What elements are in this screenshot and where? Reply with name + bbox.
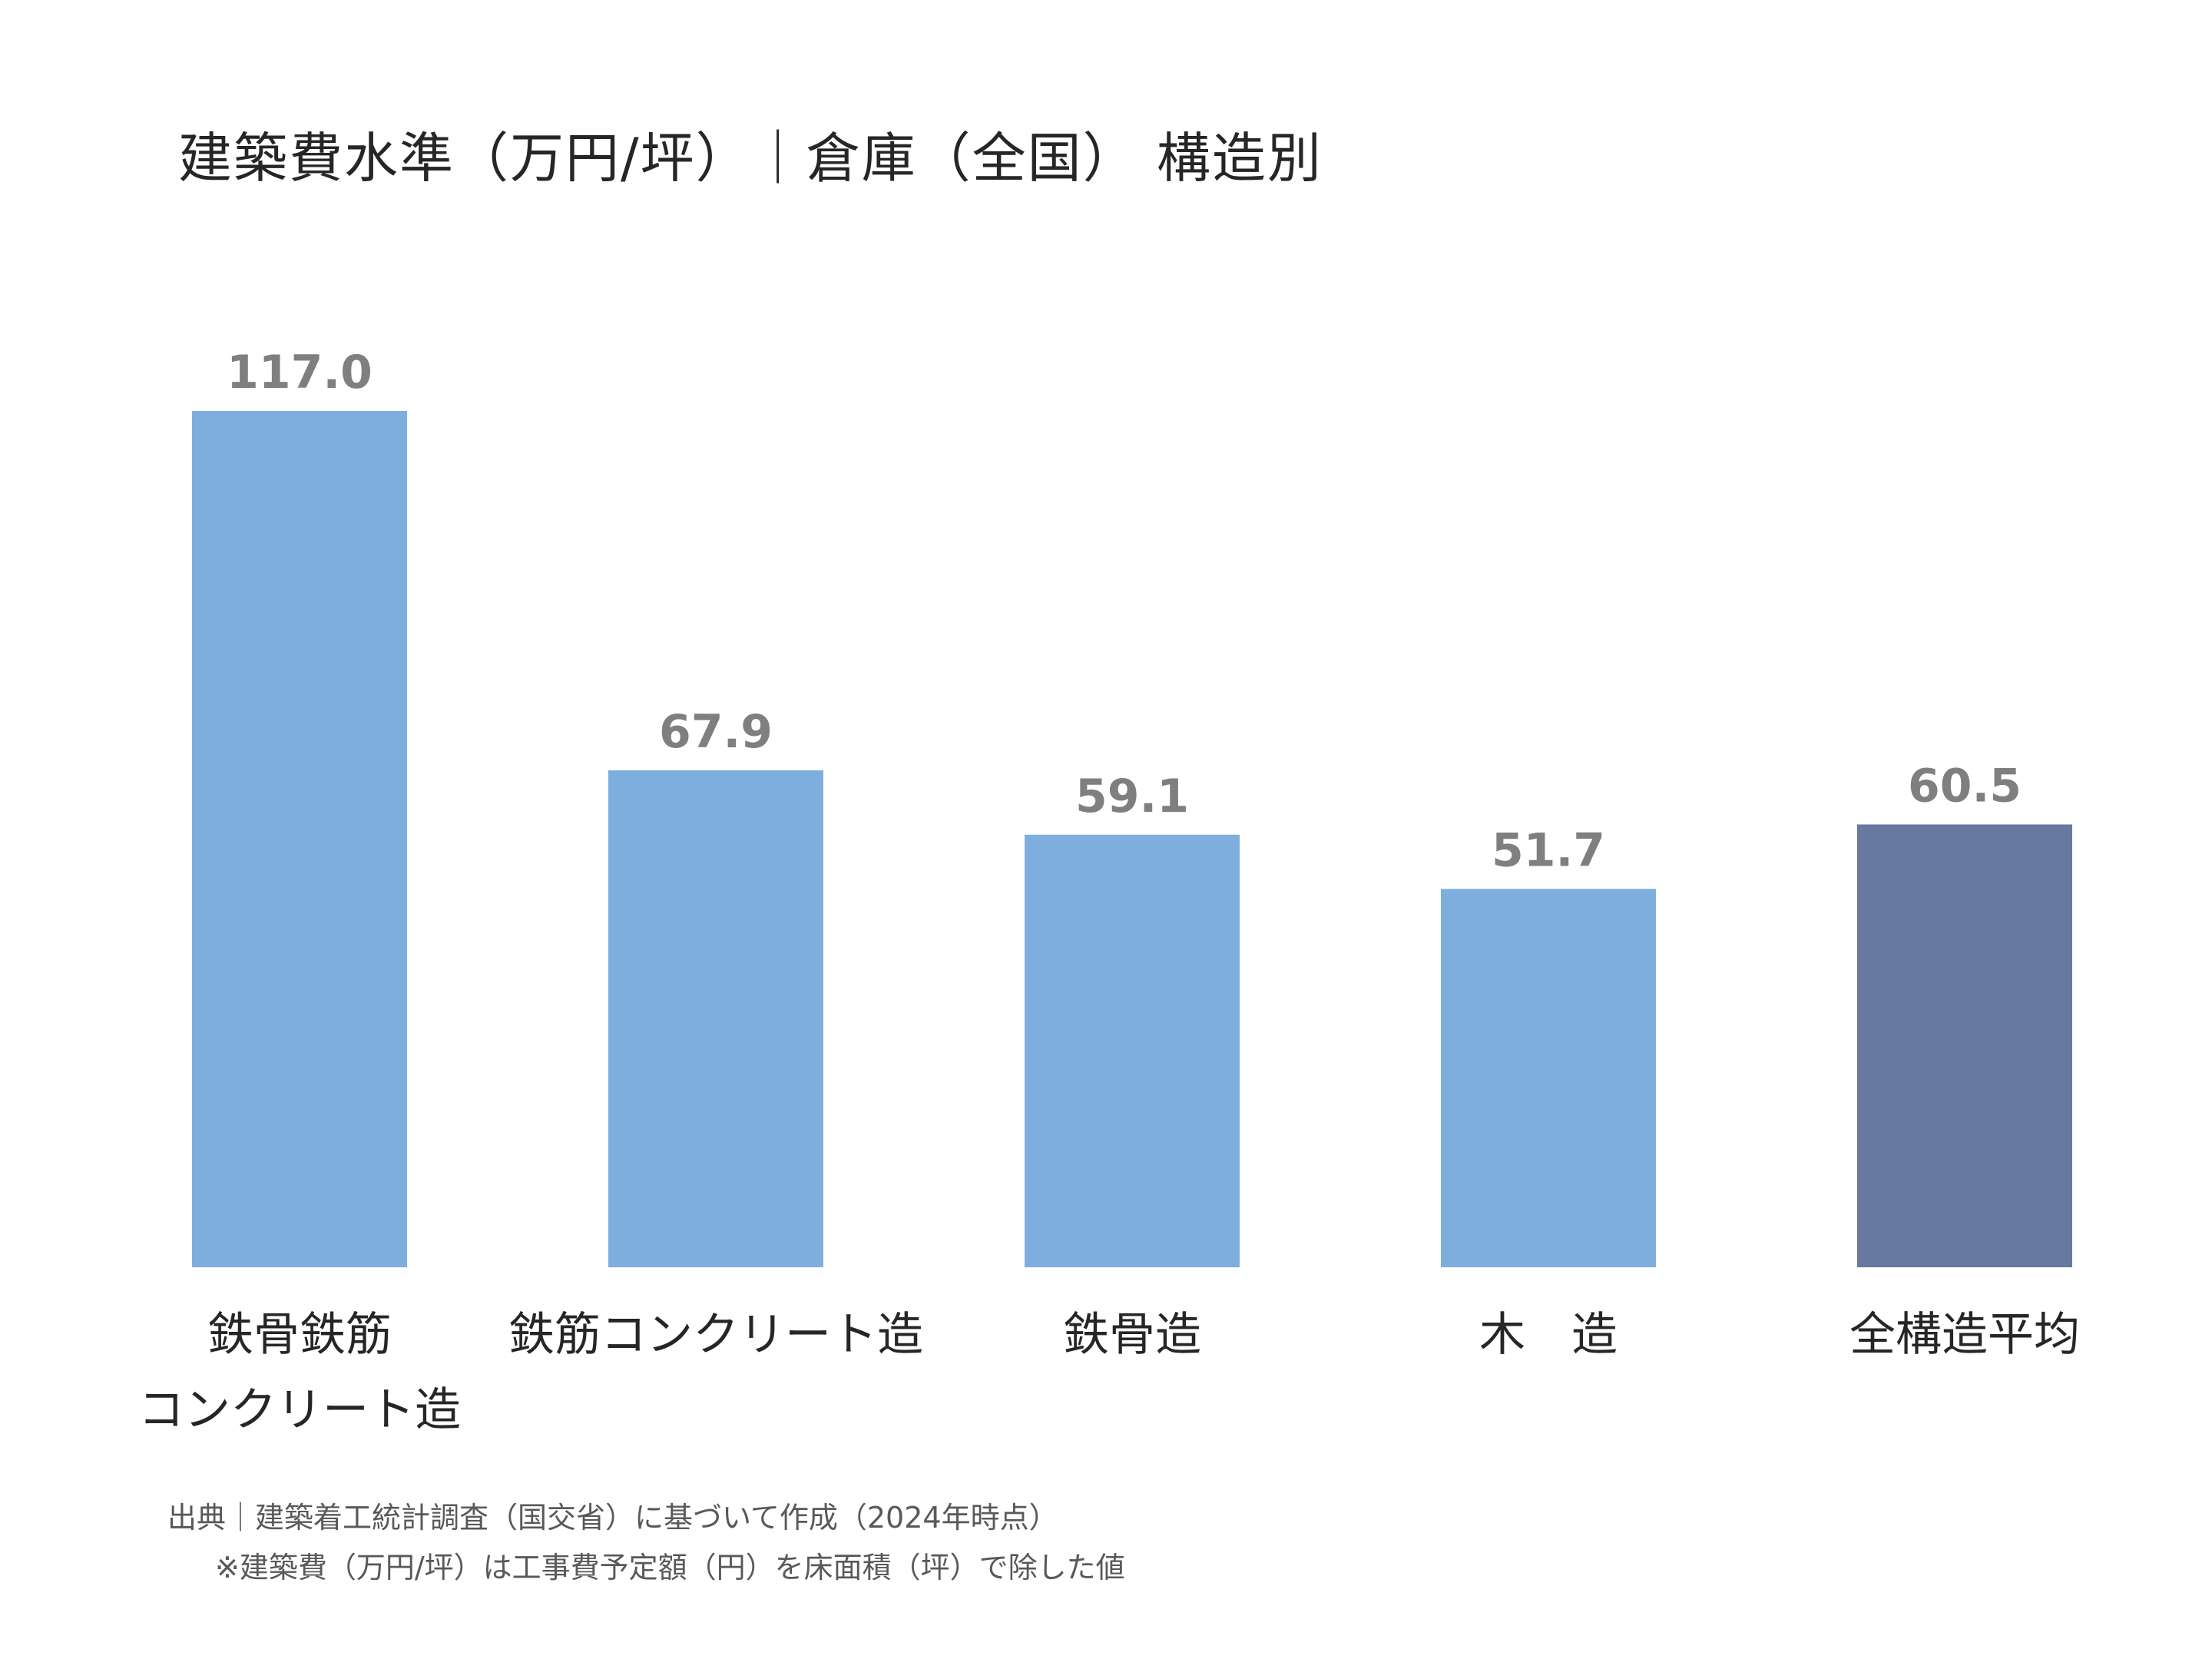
category-label-1-0: 鉄筋コンクリート造 bbox=[508, 1308, 923, 1362]
source-note: 出典｜建築着工統計調査（国交省）に基づいて作成（2024年時点） bbox=[167, 1501, 1058, 1535]
bar-4 bbox=[1857, 824, 2072, 1267]
category-label-0-1: コンクリート造 bbox=[138, 1383, 461, 1437]
footnote: ※建築費（万円/坪）は工事費予定額（円）を床面積（坪）で除した値 bbox=[215, 1551, 1125, 1584]
value-label-1: 67.9 bbox=[659, 705, 773, 759]
value-labels-group: 117.0 67.9 59.1 51.7 60.5 bbox=[227, 346, 2022, 877]
category-label-4-0: 全構造平均 bbox=[1849, 1308, 2080, 1362]
value-label-0: 117.0 bbox=[227, 346, 373, 399]
value-label-2: 59.1 bbox=[1075, 770, 1189, 823]
bar-3 bbox=[1441, 889, 1656, 1267]
value-label-3: 51.7 bbox=[1492, 823, 1605, 877]
bars-group bbox=[192, 411, 2072, 1267]
chart-title: 建築費水準（万円/坪）｜倉庫（全国） 構造別 bbox=[178, 127, 1323, 190]
bar-1 bbox=[608, 770, 823, 1267]
category-label-2-0: 鉄骨造 bbox=[1063, 1308, 1201, 1362]
category-label-0-0: 鉄骨鉄筋 bbox=[207, 1308, 392, 1362]
bar-0 bbox=[192, 411, 407, 1267]
value-label-4: 60.5 bbox=[1908, 759, 2022, 813]
category-label-3-0: 木 造 bbox=[1479, 1308, 1618, 1362]
bar-2 bbox=[1025, 834, 1240, 1267]
